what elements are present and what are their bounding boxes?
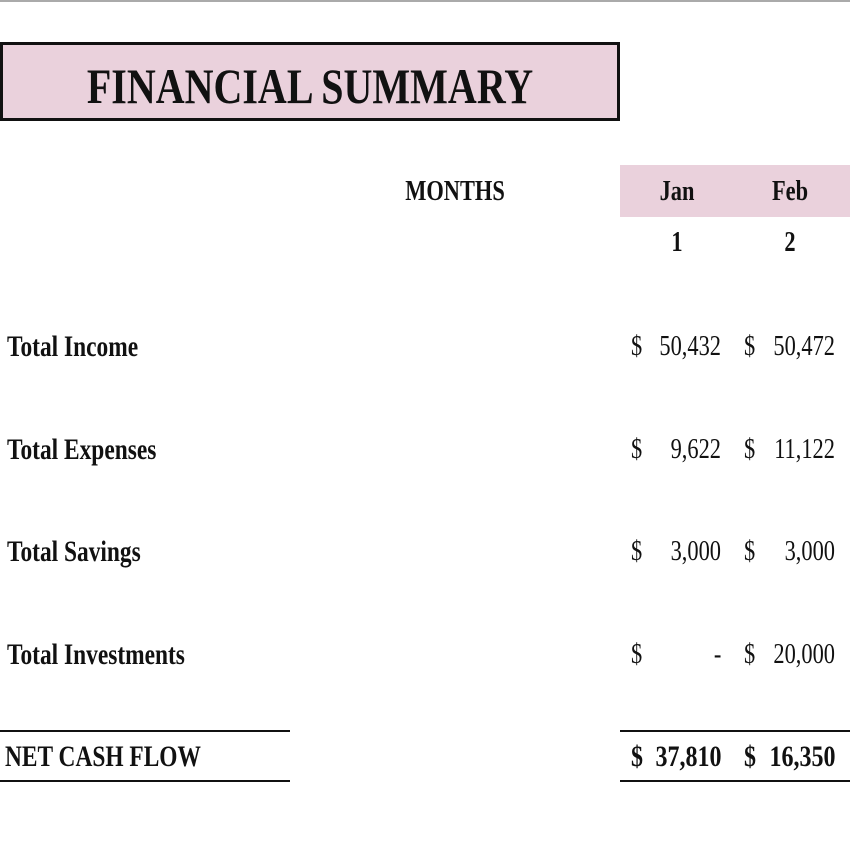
- currency-symbol: $: [631, 740, 643, 773]
- amount: 3,000: [670, 536, 721, 567]
- currency-symbol: $: [631, 639, 643, 670]
- row-label: Total Savings: [7, 535, 141, 568]
- rule: [620, 730, 850, 732]
- month-number: 2: [784, 227, 796, 258]
- amount: 11,122: [774, 434, 835, 465]
- amount: -: [713, 639, 721, 670]
- currency-symbol: $: [631, 331, 643, 362]
- currency-symbol: $: [744, 331, 756, 362]
- month-header: Jan: [659, 176, 695, 207]
- currency-symbol: $: [744, 434, 756, 465]
- amount: 50,472: [773, 331, 835, 362]
- amount: 9,622: [670, 434, 721, 465]
- month-number: 1: [671, 227, 683, 258]
- top-border: [0, 0, 850, 2]
- total-amount: 16,350: [769, 740, 835, 773]
- currency-symbol: $: [744, 740, 756, 773]
- amount: 20,000: [773, 639, 835, 670]
- rule: [0, 730, 290, 732]
- row-label: Total Investments: [7, 638, 185, 671]
- title-box: [0, 42, 620, 121]
- currency-symbol: $: [631, 536, 643, 567]
- amount: 3,000: [784, 536, 835, 567]
- amount: 50,432: [659, 331, 721, 362]
- header-fill: [620, 165, 850, 217]
- total-amount: 37,810: [655, 740, 721, 773]
- total-label: NET CASH FLOW: [5, 740, 201, 773]
- row-label: Total Income: [7, 330, 139, 363]
- currency-symbol: $: [744, 639, 756, 670]
- month-header: Feb: [771, 176, 809, 207]
- rule: [620, 780, 850, 782]
- currency-symbol: $: [744, 536, 756, 567]
- currency-symbol: $: [631, 434, 643, 465]
- title: FINANCIAL SUMMARY: [86, 58, 534, 114]
- rule: [0, 780, 290, 782]
- months-label: MONTHS: [405, 176, 505, 207]
- row-label: Total Expenses: [7, 433, 157, 466]
